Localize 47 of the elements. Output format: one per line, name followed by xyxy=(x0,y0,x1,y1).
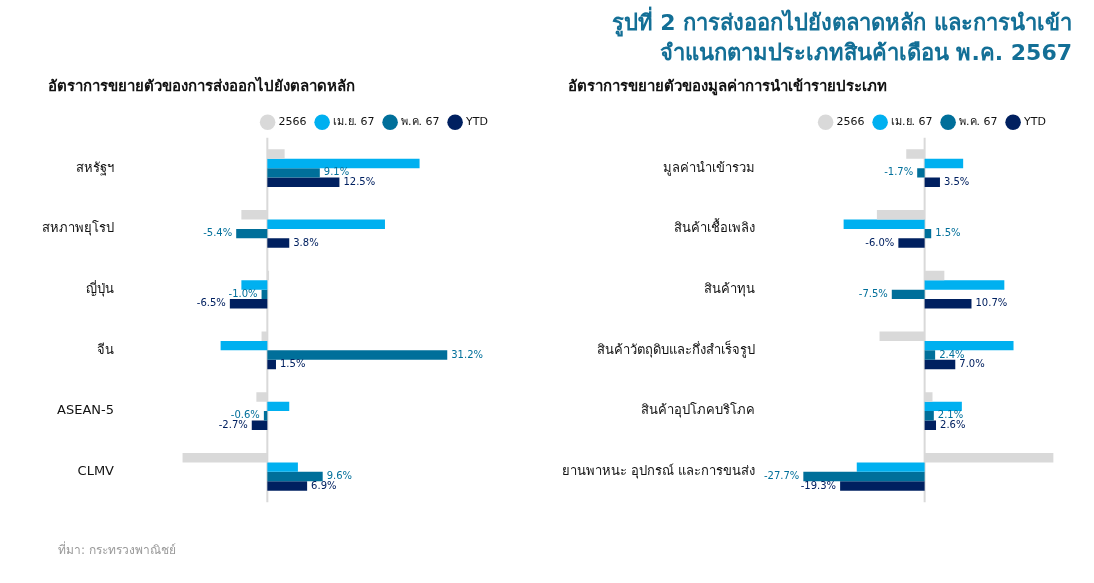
legend-label: YTD xyxy=(1023,115,1047,129)
data-label: 2.6% xyxy=(940,418,966,430)
y-tick-label: CLMV xyxy=(77,463,115,479)
legend-label: 2566 xyxy=(278,115,307,129)
legend-label: เม.ย. 67 xyxy=(891,115,933,129)
data-label: 1.5% xyxy=(935,227,961,239)
data-label: 31.2% xyxy=(451,348,484,360)
data-label: 3.8% xyxy=(293,236,319,248)
y-tick-label: ASEAN-5 xyxy=(57,402,114,418)
y-tick-label: มูลค่านำเข้ารวม xyxy=(663,159,756,176)
data-label: 9.6% xyxy=(326,470,353,482)
y-tick-label: สหภาพยุโรป xyxy=(42,220,114,237)
y-tick-label: สินค้าวัตถุดิบและกึ่งสำเร็จรูป xyxy=(597,339,756,358)
legend-label: YTD xyxy=(465,115,489,129)
chart-subtitle: อัตราการขยายตัวของมูลค่าการนำเข้ารายประเภท xyxy=(567,76,888,98)
data-label: -2.7% xyxy=(218,418,248,430)
data-label: 12.5% xyxy=(343,175,376,187)
y-tick-label: สินค้าเชื้อเพลิง xyxy=(674,218,756,236)
data-label: -1.0% xyxy=(228,287,258,299)
chart-subtitle: อัตราการขยายตัวของการส่งออกไปยังตลาดหลัก xyxy=(47,75,356,97)
data-label: 6.9% xyxy=(311,479,337,491)
y-tick-label: ญี่ปุ่น xyxy=(86,280,114,298)
data-label: -7.5% xyxy=(858,287,888,299)
legend-label: เม.ย. 67 xyxy=(333,115,375,129)
data-label: 3.5% xyxy=(943,175,970,187)
text: ที่มา: กระทรวงพาณิชย์ xyxy=(57,540,177,559)
data-label: 10.7% xyxy=(975,297,1008,309)
data-label: -6.5% xyxy=(196,297,226,309)
data-label: -6.0% xyxy=(865,236,895,248)
data-label: -19.3% xyxy=(800,479,837,491)
data-label: 1.5% xyxy=(279,358,306,370)
data-label: -1.7% xyxy=(884,166,914,178)
y-tick-label: จีน xyxy=(97,341,114,357)
data-label: -27.7% xyxy=(763,470,800,482)
y-tick-label: สินค้าทุน xyxy=(704,281,756,298)
data-label: 2.4% xyxy=(939,348,965,360)
y-tick-label: ยานพาหนะ อุปกรณ์ และการขนส่ง xyxy=(562,463,756,480)
y-tick-label: สินค้าอุปโภคบริโภค xyxy=(641,402,756,419)
y-tick-label: สหรัฐฯ xyxy=(76,159,114,176)
data-label: 7.0% xyxy=(959,358,985,370)
legend-label: พ.ค. 67 xyxy=(959,115,998,129)
data-label: 9.1% xyxy=(323,166,350,178)
legend-label: 2566 xyxy=(836,115,865,129)
data-label: -0.6% xyxy=(230,409,260,421)
data-label: 2.1% xyxy=(937,409,964,421)
data-label: -5.4% xyxy=(203,227,233,239)
legend-label: พ.ค. 67 xyxy=(401,115,440,129)
